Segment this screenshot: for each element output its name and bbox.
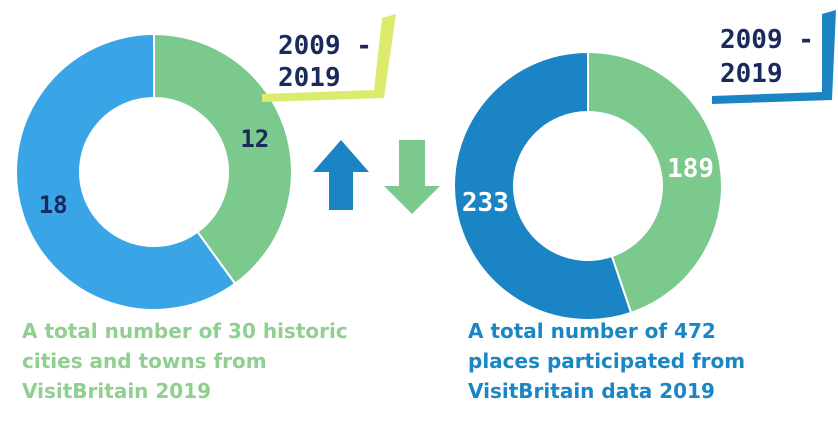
caption-right-line-3: VisitBritain data 2019 xyxy=(468,379,715,403)
arrow-down-icon xyxy=(384,140,440,214)
caption-left-line-3: VisitBritain 2019 xyxy=(22,379,212,403)
left-donut-value-label-2: 18 xyxy=(39,191,68,219)
right-donut-value-label-2: 233 xyxy=(462,188,509,218)
badge-right-line1: 2009 - xyxy=(720,25,814,55)
arrow-up-icon xyxy=(313,140,369,210)
badge-left-line1: 2009 - xyxy=(278,31,372,61)
right-donut-value-label-1: 189 xyxy=(667,154,714,184)
donut-chart-left: 12 18 xyxy=(15,32,293,311)
badge-accent-right xyxy=(712,10,836,104)
caption-right-line-1: A total number of 472 xyxy=(468,319,716,343)
badge-right-line2: 2019 xyxy=(720,59,783,89)
year-badge-left: 2009 - 2019 xyxy=(262,14,396,102)
left-donut-slice-1 xyxy=(153,32,293,286)
caption-right: A total number of 472 places participate… xyxy=(468,316,808,406)
year-badge-right: 2009 - 2019 xyxy=(712,10,836,104)
left-donut-value-label-1: 12 xyxy=(240,125,269,153)
right-donut-slice-1 xyxy=(587,50,723,315)
badge-left-line2: 2019 xyxy=(278,63,341,93)
badge-accent-left xyxy=(262,14,396,102)
caption-right-line-2: places participated from xyxy=(468,349,746,373)
right-donut-slice-2 xyxy=(453,50,633,321)
caption-left: A total number of 30 historic cities and… xyxy=(22,316,352,406)
donut-chart-right: 189 233 xyxy=(453,50,723,321)
left-donut-slice-2 xyxy=(15,32,237,311)
caption-left-line-1: A total number of 30 historic xyxy=(22,319,348,343)
caption-left-line-2: cities and towns from xyxy=(22,349,267,373)
